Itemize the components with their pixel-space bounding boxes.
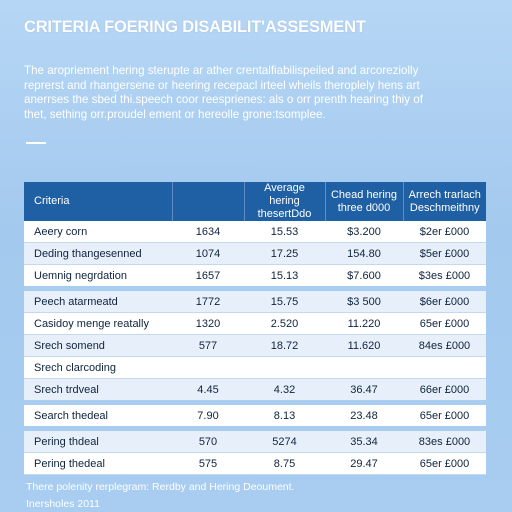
row-value-cell: 65er £000: [403, 312, 486, 335]
row-value-cell: 18.72: [244, 334, 325, 357]
column-header-blank: [172, 182, 245, 221]
row-value-cell: [172, 356, 244, 379]
row-criteria-cell: Pering thedeal: [24, 452, 172, 475]
table-row: Casidoy menge reatally 1320 2.520 11.220 65e…: [24, 312, 486, 335]
row-value-cell: $2er £000: [403, 221, 486, 243]
row-criteria-cell: Aeery corn: [24, 221, 172, 243]
row-value-cell: 8.75: [244, 452, 325, 475]
row-value-cell: 1657: [172, 264, 244, 289]
row-value-cell: 4.32: [244, 378, 325, 403]
row-value-cell: 65er £000: [403, 400, 486, 429]
row-value-cell: $3 500: [325, 286, 403, 313]
row-value-cell: 83es £000: [403, 426, 486, 453]
row-value-cell: 5274: [244, 426, 325, 453]
table-row: Srech trdveal 4.45 4.32 36.47 66er £000: [24, 378, 486, 403]
intro-line: The aropriement hering sterupte ar ather…: [24, 64, 419, 77]
row-value-cell: 11.220: [325, 312, 403, 335]
row-value-cell: 8.13: [244, 400, 325, 429]
row-value-cell: $7.600: [325, 264, 403, 289]
table-row: Pering thedeal 575 8.75 29.47 65er £000: [24, 452, 486, 475]
row-criteria-cell: Casidoy menge reatally: [24, 312, 172, 335]
row-value-cell: 577: [172, 334, 244, 357]
row-criteria-cell: Pering thdeal: [24, 426, 172, 453]
row-value-cell: 15.13: [244, 264, 325, 289]
row-value-cell: 1634: [172, 221, 244, 243]
row-value-cell: 11.620: [325, 334, 403, 357]
table-row: Uemnig negrdation 1657 15.13 $7.600 $3es £00…: [24, 264, 486, 289]
row-value-cell: 66er £000: [403, 378, 486, 403]
row-value-cell: 7.90: [172, 400, 244, 429]
table-row: Srech somend 577 18.72 11.620 84es £000: [24, 334, 486, 357]
intro-line: thet, sething orr.proudel ement or hereo…: [24, 107, 326, 121]
table-header-row: Criteria Average hering thesertDdo Chead…: [24, 182, 486, 221]
row-value-cell: 36.47: [325, 378, 403, 403]
footer-source: There polenity rerplegram: Rerdby and He…: [26, 481, 295, 493]
row-value-cell: 15.75: [244, 286, 325, 313]
row-value-cell: 15.53: [244, 221, 325, 243]
intro-line: anerrses the sbed thi.speech coor reespr…: [24, 93, 423, 106]
row-criteria-cell: Peech atarmeatd: [24, 286, 172, 313]
row-criteria-cell: Uemnig negrdation: [24, 264, 172, 289]
table-row: Search thedeal 7.90 8.13 23.48 65er £000: [24, 400, 486, 429]
table-row: Aeery corn 1634 15.53 $3.200 $2er £000: [24, 221, 486, 243]
column-header-arrech: Arrech trarlach Deschmeithny: [403, 182, 486, 221]
row-criteria-cell: Srech somend: [24, 334, 172, 357]
row-criteria-cell: Search thedeal: [24, 400, 172, 429]
row-value-cell: $3.200: [325, 221, 403, 243]
row-value-cell: 1772: [172, 286, 244, 313]
row-value-cell: 29.47: [325, 452, 403, 475]
table-row: Pering thdeal 570 5274 35.34 83es £000: [24, 426, 486, 453]
row-value-cell: 23.48: [325, 400, 403, 429]
row-value-cell: [403, 356, 486, 379]
intro-line: reprerst and rhangersene or heering rece…: [24, 78, 420, 92]
row-value-cell: 4.45: [172, 378, 244, 403]
row-value-cell: 2.520: [244, 312, 325, 335]
row-value-cell: $6er £000: [403, 286, 486, 313]
intro-paragraph: The aropriement hering sterupte ar ather…: [24, 64, 492, 122]
row-value-cell: $5er £000: [403, 242, 486, 265]
row-value-cell: 1320: [172, 312, 244, 335]
row-criteria-cell: Srech clarcoding: [24, 356, 172, 379]
page-title: CRITERIA FOERING DISABILIT'ASSESMENT: [24, 18, 366, 36]
row-value-cell: 575: [172, 452, 244, 475]
row-value-cell: 84es £000: [403, 334, 486, 357]
footer-date: Inersholes 2011: [26, 498, 100, 510]
row-value-cell: 17.25: [244, 242, 325, 265]
row-criteria-cell: Srech trdveal: [24, 378, 172, 403]
row-value-cell: [244, 356, 325, 379]
divider-rule: [26, 142, 46, 144]
row-value-cell: $3es £000: [403, 264, 486, 289]
table-body: Aeery corn 1634 15.53 $3.200 $2er £000 Deding…: [24, 221, 486, 475]
criteria-table: Criteria Average hering thesertDdo Chead…: [24, 182, 486, 475]
criteria-table-container: Criteria Average hering thesertDdo Chead…: [24, 182, 486, 475]
column-header-criteria: Criteria: [24, 182, 173, 221]
row-value-cell: 35.34: [325, 426, 403, 453]
table-row: Deding thangesenned 1074 17.25 154.80 $5er £…: [24, 242, 486, 265]
row-value-cell: 1074: [172, 242, 244, 265]
row-value-cell: [325, 356, 403, 379]
column-header-chead: Chead hering three d000: [325, 182, 404, 221]
row-criteria-cell: Deding thangesenned: [24, 242, 172, 265]
row-value-cell: 65er £000: [403, 452, 486, 475]
column-header-average: Average hering thesertDdo: [244, 182, 326, 221]
table-row: Srech clarcoding: [24, 356, 486, 379]
row-value-cell: 154.80: [325, 242, 403, 265]
row-value-cell: 570: [172, 426, 244, 453]
table-row: Peech atarmeatd 1772 15.75 $3 500 $6er £000: [24, 286, 486, 313]
